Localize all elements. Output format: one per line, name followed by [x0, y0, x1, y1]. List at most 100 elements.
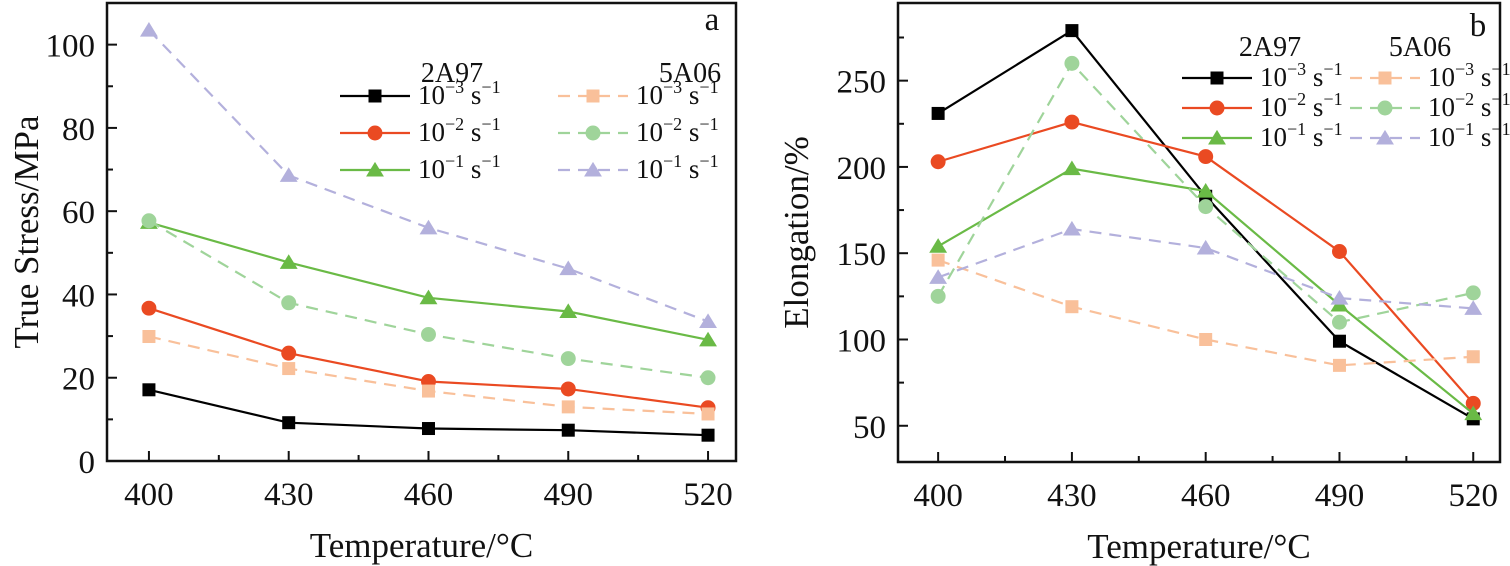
x-tick-label: 430 — [264, 477, 314, 513]
series-5A06-5 — [139, 21, 717, 329]
x-axis-title: Temperature/°C — [310, 526, 533, 565]
y-tick-label: 250 — [837, 65, 887, 101]
series-5A06-5 — [929, 220, 1483, 315]
data-point — [282, 362, 296, 376]
series-line — [148, 221, 709, 341]
legend-marker — [1210, 71, 1224, 85]
legend-group-title: 2A97 — [1239, 32, 1301, 63]
legend-item: 10−2 s−1 — [1350, 89, 1510, 122]
panel-label: a — [705, 2, 720, 38]
data-point — [1465, 285, 1481, 301]
data-point — [1464, 405, 1483, 421]
data-point — [700, 370, 716, 386]
data-point — [930, 288, 946, 304]
series-line — [937, 259, 1474, 367]
legend-marker — [1209, 100, 1225, 116]
legend-label: 10−3 s−1 — [418, 77, 501, 110]
data-point — [559, 303, 578, 319]
data-point — [421, 384, 435, 398]
legend-label: 10−3 s−1 — [1428, 59, 1510, 92]
y-tick-label: 100 — [46, 29, 96, 65]
legend-item: 10−3 s−1 — [340, 77, 501, 110]
data-point — [142, 383, 156, 397]
data-point — [279, 167, 298, 182]
panel-b-elongation-chart: 400 430 460 490 520 Temperature/°C 50 100 150 200… — [777, 1, 1510, 566]
y-tick-label: 200 — [837, 151, 887, 187]
data-point — [139, 21, 158, 37]
data-point — [931, 253, 945, 267]
legend-label: 10−2 s−1 — [1260, 89, 1343, 122]
x-tick-label: 520 — [1448, 478, 1498, 514]
x-axis-title: Temperature/°C — [1087, 527, 1310, 566]
data-point — [1065, 24, 1079, 38]
series-5A06-3 — [931, 253, 1480, 372]
data-point — [1065, 300, 1079, 314]
data-point — [1330, 289, 1349, 305]
data-point — [419, 219, 438, 235]
y-tick-label: 0 — [79, 445, 96, 481]
legend-label: 10−2 s−1 — [636, 114, 719, 147]
data-point — [929, 269, 948, 284]
legend-marker — [1376, 129, 1394, 145]
x-axis: 400 430 460 490 520 Temperature/°C — [913, 452, 1498, 566]
legend-marker — [1208, 129, 1226, 145]
panel-a-true-stress-chart: 400 430 460 490 520 Temperature/°C 0 20 40 60 80 10… — [7, 1, 738, 565]
series-5A06-3 — [142, 330, 715, 421]
data-point — [1196, 182, 1215, 198]
legend-label: 10−1 s−1 — [636, 151, 719, 184]
legend-marker — [366, 161, 384, 177]
data-point — [929, 238, 948, 253]
series-2A97-1 — [930, 114, 1481, 411]
data-point — [141, 300, 157, 316]
y-tick-label: 80 — [62, 112, 95, 148]
y-tick-label: 150 — [837, 237, 887, 273]
y-axis-title: True Stress/MPa — [7, 115, 46, 349]
data-point — [1064, 55, 1080, 71]
data-point — [1465, 395, 1481, 411]
x-tick-label: 430 — [1047, 478, 1097, 514]
legend-item: 10−1 s−1 — [1182, 119, 1343, 152]
x-tick-label: 460 — [404, 477, 454, 513]
data-point — [1332, 358, 1346, 372]
data-point — [282, 416, 296, 430]
data-point — [701, 428, 715, 442]
legend-marker — [586, 89, 600, 103]
legend-group-title: 2A97 — [421, 58, 483, 89]
legend-marker — [368, 89, 382, 103]
data-point — [561, 423, 575, 437]
x-tick-label: 490 — [544, 477, 594, 513]
legend-marker — [367, 125, 383, 141]
series-5A06-4 — [141, 213, 716, 386]
y-tick-label: 60 — [62, 195, 95, 231]
legend-label: 10−2 s−1 — [1428, 89, 1510, 122]
legend-label: 10−3 s−1 — [636, 77, 719, 110]
series-line — [937, 227, 1474, 310]
y-axis: 0 20 40 60 80 100 True Stress/MPa — [7, 29, 117, 481]
data-point — [421, 326, 436, 342]
data-point — [931, 106, 945, 120]
data-point — [1332, 334, 1346, 348]
data-point — [1062, 160, 1081, 176]
series-2A97-2 — [929, 160, 1483, 421]
data-point — [1199, 332, 1213, 346]
legend-item: 10−1 s−1 — [558, 151, 719, 184]
data-point — [421, 422, 435, 436]
legend-marker — [1378, 71, 1392, 85]
legend-item: 10−3 s−1 — [558, 77, 719, 110]
data-point — [1466, 350, 1480, 364]
data-point — [561, 400, 575, 414]
data-point — [1331, 244, 1347, 259]
data-point — [1464, 300, 1483, 315]
data-point — [279, 254, 298, 269]
y-tick-label: 50 — [853, 410, 886, 446]
data-point — [930, 154, 946, 170]
data-point — [560, 381, 576, 397]
x-axis: 400 430 460 490 520 Temperature/°C — [124, 451, 733, 565]
data-point — [1198, 149, 1214, 165]
legend-item: 10−2 s−1 — [1182, 89, 1343, 122]
legend-group-title: 5A06 — [659, 58, 721, 89]
legend-item: 10−1 s−1 — [340, 151, 501, 184]
legend-item: 10−2 s−1 — [558, 114, 719, 147]
